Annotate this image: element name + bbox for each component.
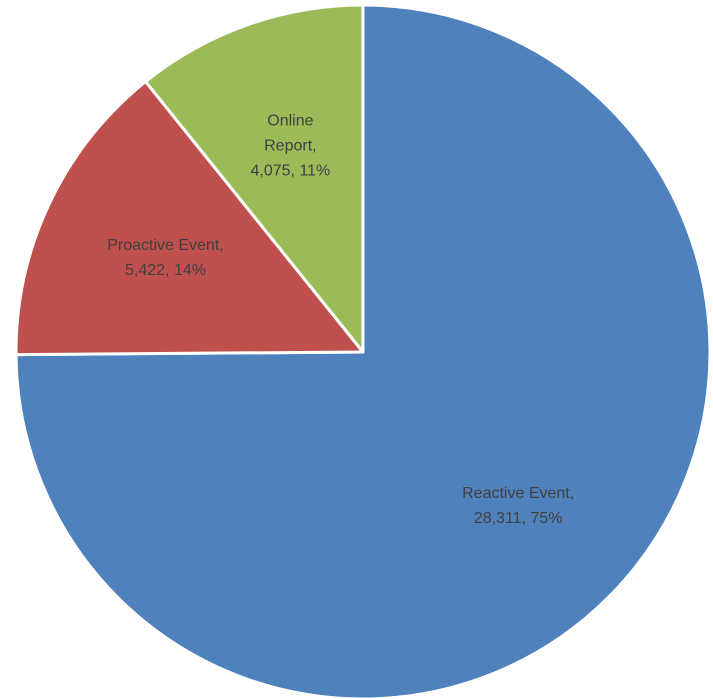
category-label: Online Report	[264, 112, 314, 155]
data-label: Reactive Event, 28,311, 75%	[418, 481, 618, 531]
value-label: 4,075	[250, 162, 291, 180]
percent-label: 14%	[173, 262, 206, 280]
percent-label: 11%	[299, 162, 331, 180]
category-label: Reactive Event	[462, 485, 570, 502]
separator: ,	[312, 137, 317, 155]
value-label: 5,422	[124, 262, 166, 280]
separator: ,	[219, 237, 224, 255]
data-label: Online Report, 4,075, 11%	[240, 108, 340, 183]
percent-label: 75%	[530, 510, 563, 527]
separator: ,	[569, 485, 575, 502]
data-label: Proactive Event, 5,422, 14%	[65, 233, 265, 283]
separator: ,	[521, 510, 527, 527]
pie-slice	[144, 3, 365, 354]
category-label: Proactive Event	[107, 237, 220, 255]
value-label: 28,311	[473, 510, 522, 527]
separator: ,	[290, 162, 295, 180]
pie-slice	[14, 80, 365, 357]
pie-slice	[14, 3, 712, 699]
separator: ,	[165, 262, 170, 280]
